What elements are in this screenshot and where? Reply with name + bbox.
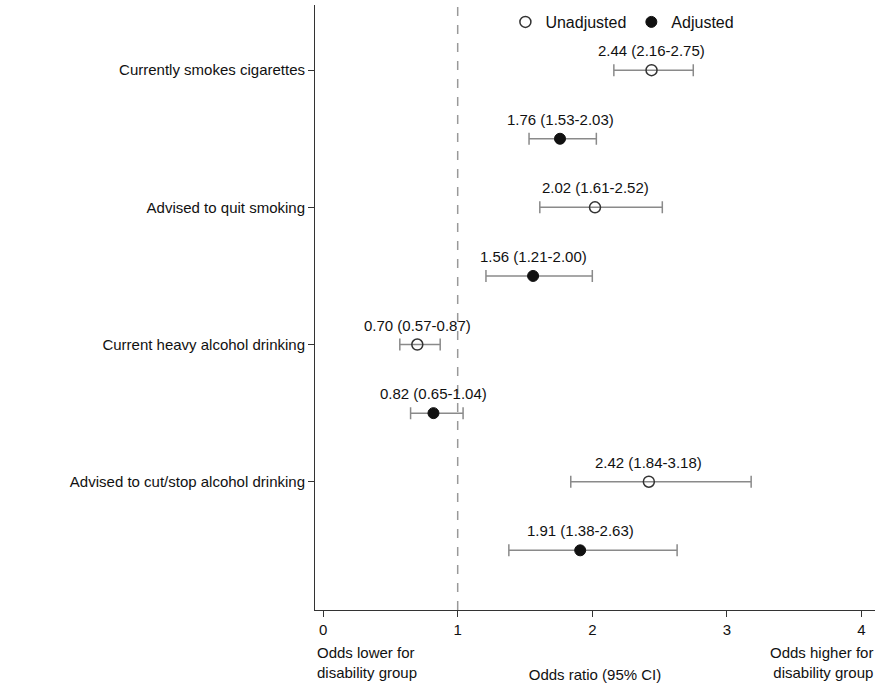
svg-text:4: 4 — [857, 621, 865, 638]
svg-text:2.42 (1.84-3.18): 2.42 (1.84-3.18) — [595, 454, 702, 471]
svg-text:1.56 (1.21-2.00): 1.56 (1.21-2.00) — [480, 248, 587, 265]
svg-text:Odds lower fordisability group: Odds lower fordisability group — [317, 644, 417, 681]
svg-text:1.91 (1.38-2.63): 1.91 (1.38-2.63) — [527, 522, 634, 539]
svg-text:2.02 (1.61-2.52): 2.02 (1.61-2.52) — [542, 179, 649, 196]
svg-text:Advised to quit smoking: Advised to quit smoking — [147, 199, 305, 216]
svg-text:2: 2 — [588, 621, 596, 638]
svg-text:Current heavy alcohol drinking: Current heavy alcohol drinking — [102, 336, 305, 353]
svg-text:2.44 (2.16-2.75): 2.44 (2.16-2.75) — [598, 42, 705, 59]
svg-text:3: 3 — [723, 621, 731, 638]
svg-text:0.82 (0.65-1.04): 0.82 (0.65-1.04) — [380, 385, 487, 402]
svg-text:Currently smokes cigarettes: Currently smokes cigarettes — [119, 61, 305, 78]
svg-text:1: 1 — [454, 621, 462, 638]
svg-text:Odds higher fordisability grou: Odds higher fordisability group — [770, 644, 873, 681]
svg-text:Adjusted: Adjusted — [671, 14, 733, 31]
svg-text:0: 0 — [319, 621, 327, 638]
svg-text:Unadjusted: Unadjusted — [545, 14, 626, 31]
svg-text:0.70 (0.57-0.87): 0.70 (0.57-0.87) — [364, 317, 471, 334]
svg-text:Odds ratio (95% CI): Odds ratio (95% CI) — [529, 666, 662, 683]
svg-text:1.76 (1.53-2.03): 1.76 (1.53-2.03) — [507, 111, 614, 128]
svg-text:Advised to cut/stop alcohol dr: Advised to cut/stop alcohol drinking — [70, 473, 305, 490]
